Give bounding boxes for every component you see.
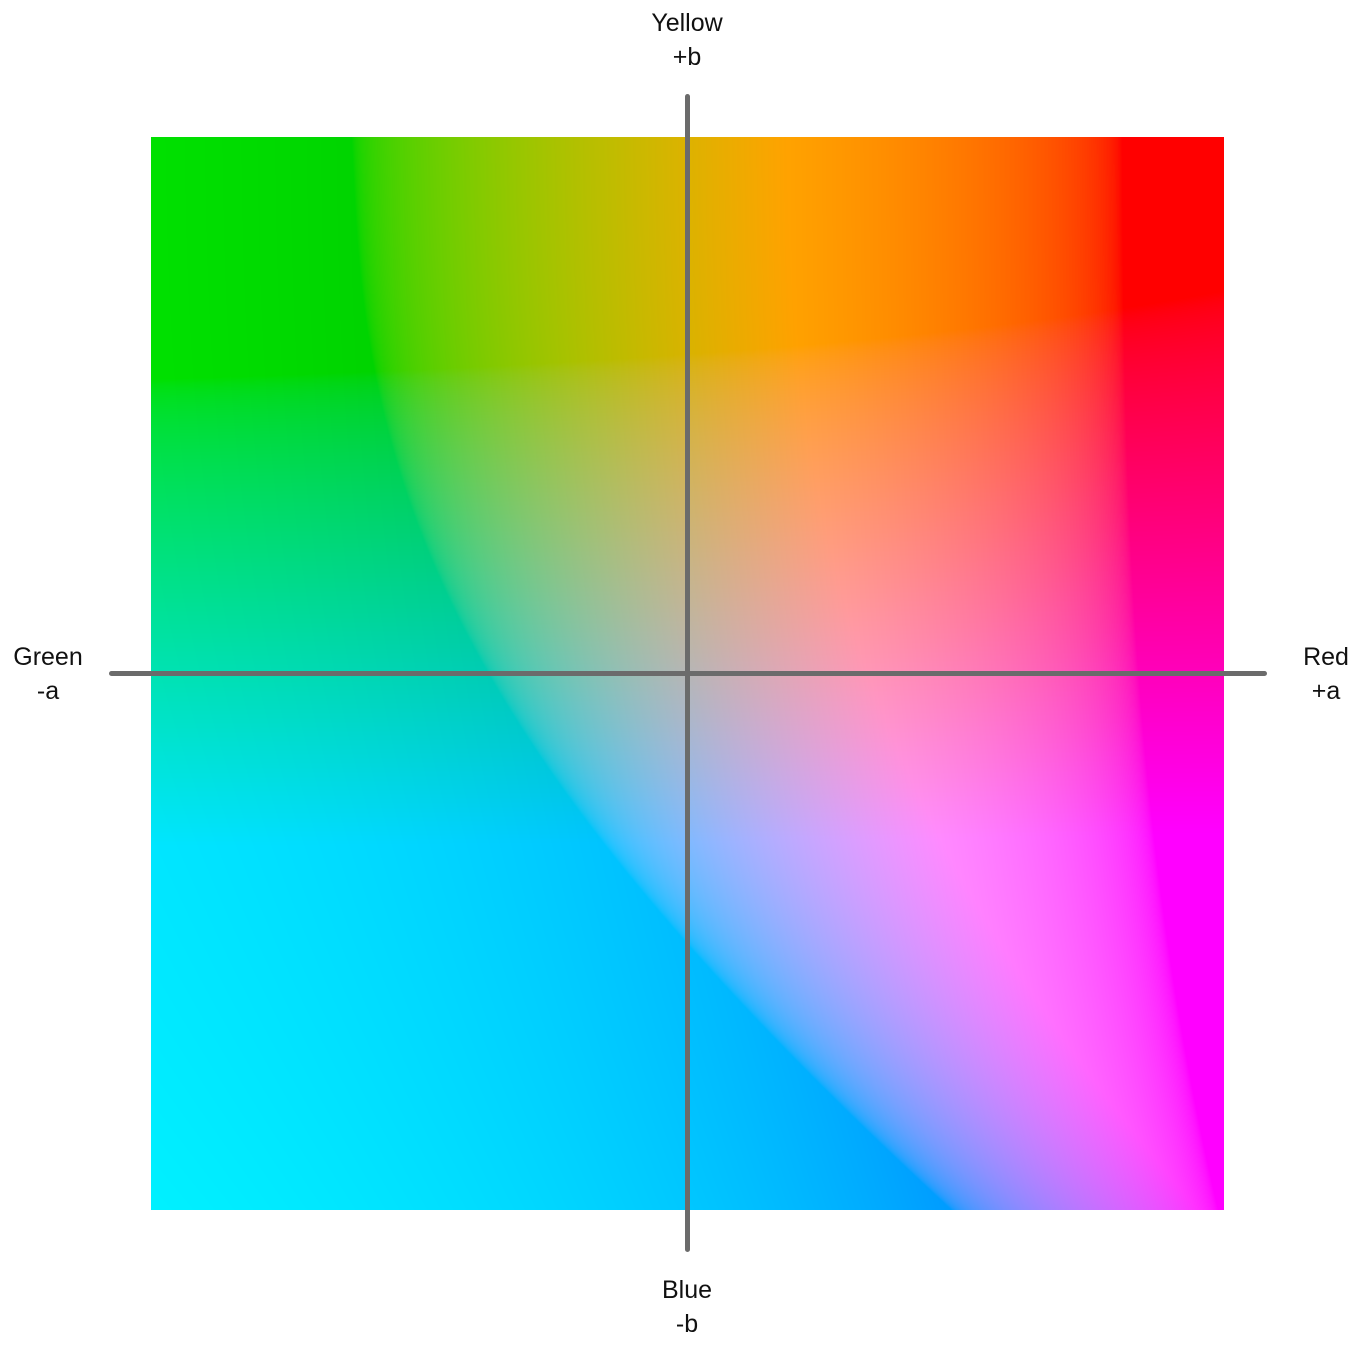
blue-name: Blue (661, 1276, 713, 1304)
red-label: Red +a (1256, 640, 1360, 708)
green-label: Green -a (0, 640, 118, 708)
red-name: Red (1303, 643, 1349, 671)
plus-b-axis-label: +b (672, 43, 702, 71)
yellow-name: Yellow (651, 9, 723, 37)
green-name: Green (13, 643, 83, 671)
minus-b-axis-label: -b (675, 1310, 699, 1338)
minus-a-axis-label: -a (36, 677, 60, 705)
yellow-label: Yellow +b (617, 6, 757, 74)
plus-a-axis-label: +a (1311, 677, 1341, 705)
b-axis-line (685, 94, 690, 1252)
blue-label: Blue -b (617, 1273, 757, 1341)
